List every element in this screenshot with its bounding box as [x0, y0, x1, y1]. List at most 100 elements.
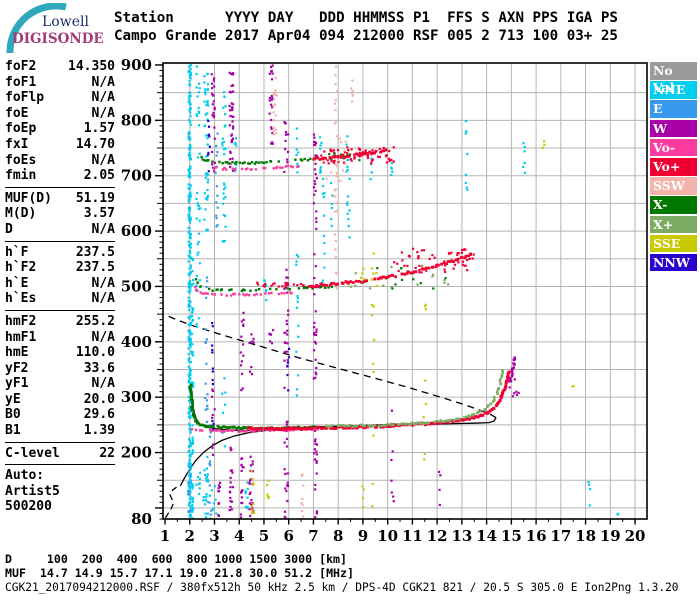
panel-separator [5, 240, 115, 242]
logo-arc-graphic: Lowell DIGISONDE [6, 2, 104, 54]
x-tick-label: 14 [476, 527, 497, 545]
x-tick-label: 11 [402, 527, 423, 545]
legend-item-sse: SSE [650, 234, 697, 253]
parameter-value: N/A [91, 74, 115, 90]
parameter-value: 3.57 [83, 206, 115, 222]
parameter-label: h`E [5, 275, 29, 291]
trace-f3-hop-x- [200, 155, 316, 165]
parameter-row-foes: foEs N/A [5, 153, 115, 169]
parameter-label: yE [5, 391, 21, 407]
parameter-value: N/A [91, 221, 115, 237]
x-tick-label: 1 [160, 527, 170, 545]
legend-item-nnw: NNW [650, 253, 697, 272]
file-info-row: CGK21_2017094212000.RSF / 380fx512h 50 k… [5, 581, 679, 594]
x-tick-label: 16 [526, 527, 547, 545]
parameter-row-hes: h`Es N/A [5, 291, 115, 307]
x-tick-label: 8 [333, 527, 343, 545]
legend-item-w: W [650, 119, 697, 138]
parameter-row-fof2: foF2 14.350 [5, 59, 115, 75]
parameter-label: B1 [5, 423, 21, 439]
logo-text-digisonde: DIGISONDE [12, 31, 104, 47]
parameter-row-hme: hmE 110.0 [5, 345, 115, 361]
parameter-row-foflp: foFlp N/A [5, 90, 115, 106]
panel-separator [5, 441, 115, 443]
panel-separator [5, 464, 115, 466]
trace-f2-hop-vo- [194, 285, 293, 297]
logo-text-lowell: Lowell [42, 14, 89, 30]
logo-arc [6, 2, 67, 54]
legend-item-nne: NNE [650, 81, 697, 99]
parameter-value: 29.6 [83, 407, 115, 423]
parameter-row-b0: B0 29.6 [5, 407, 115, 423]
station-header: Station YYYY DAY DDD HHMMSS P1 FFS S AXN… [114, 9, 618, 45]
muf-row: MUF 14.7 14.9 15.7 17.1 19.0 21.8 30.0 5… [5, 566, 355, 580]
trace-f1-hop-w-tip [508, 356, 517, 383]
parameter-value: N/A [91, 329, 115, 345]
parameter-label: foE [5, 105, 29, 121]
x-tick-label: 2 [185, 527, 195, 545]
parameter-label: MUF(D) [5, 190, 52, 206]
y-tick-label: 300 [121, 388, 152, 406]
legend-item-ssw: SSW [650, 177, 697, 195]
x-tick-label: 15 [501, 527, 522, 545]
x-tick-label: 5 [259, 527, 269, 545]
panel-separator [5, 186, 115, 188]
parameter-value: 51.19 [75, 190, 115, 206]
trace-f1-hop-x+ [324, 369, 505, 429]
y-tick-label: 800 [121, 111, 152, 129]
parameter-row-fof1: foF1 N/A [5, 75, 115, 91]
parameter-row-hf: h`F 237.5 [5, 245, 115, 261]
parameter-value: N/A [91, 376, 115, 392]
x-tick-label: 20 [625, 527, 646, 545]
y-tick-label: 400 [121, 333, 152, 351]
parameter-value: 1.39 [83, 423, 115, 439]
parameter-row-d: D N/A [5, 222, 115, 238]
parameter-row-fmin: fmin 2.05 [5, 168, 115, 184]
parameter-value: 110.0 [75, 345, 115, 361]
interference-dots [186, 64, 620, 519]
parameter-row-foe: foE N/A [5, 106, 115, 122]
parameter-label: hmE [5, 345, 29, 361]
y-tick-label: 900 [121, 56, 152, 74]
panel-footer-line: Auto: [5, 468, 45, 484]
panel-footer-line: Artist5 [5, 483, 60, 499]
y-tick-label: 600 [121, 222, 152, 240]
parameter-label: h`F2 [5, 260, 37, 276]
parameter-label: foEp [5, 121, 37, 137]
parameter-label: fmin [5, 168, 37, 184]
parameter-row-md: M(D) 3.57 [5, 206, 115, 222]
lowell-digisonde-logo: Lowell DIGISONDE [2, 2, 114, 55]
x-tick-label: 3 [209, 527, 219, 545]
x-tick-label: 17 [550, 527, 571, 545]
parameter-row-clevel: C-level 22 [5, 446, 115, 462]
profile-lines [164, 314, 497, 519]
parameter-row-he: h`E N/A [5, 276, 115, 292]
parameter-label: h`Es [5, 291, 37, 307]
parameter-label: M(D) [5, 206, 37, 222]
x-tick-label: 12 [427, 527, 448, 545]
parameter-label: hmF1 [5, 329, 37, 345]
parameter-value: N/A [91, 152, 115, 168]
parameter-value: N/A [91, 105, 115, 121]
parameter-label: yF1 [5, 376, 29, 392]
parameter-label: B0 [5, 407, 21, 423]
parameter-label: h`F [5, 244, 29, 260]
parameter-value: N/A [91, 291, 115, 307]
panel-separator [5, 309, 115, 311]
parameter-value: 20.0 [83, 391, 115, 407]
legend-item-noval: No Val [650, 62, 697, 95]
profile-extrapolated-valley [164, 485, 181, 519]
parameter-row-hmf2: hmF2 255.2 [5, 314, 115, 330]
profile-extrapolated-topside [165, 314, 497, 419]
parameter-label: D [5, 221, 13, 237]
parameter-value: 22 [99, 445, 115, 461]
header-line-values: Campo Grande 2017 Apr04 094 212000 RSF 0… [114, 28, 618, 44]
trace-fit-line [190, 386, 314, 431]
parameter-value: 33.6 [83, 360, 115, 376]
x-tick-label: 9 [358, 527, 368, 545]
parameter-label: foF1 [5, 74, 37, 90]
parameter-label: fxI [5, 136, 29, 152]
x-tick-label: 4 [234, 527, 244, 545]
